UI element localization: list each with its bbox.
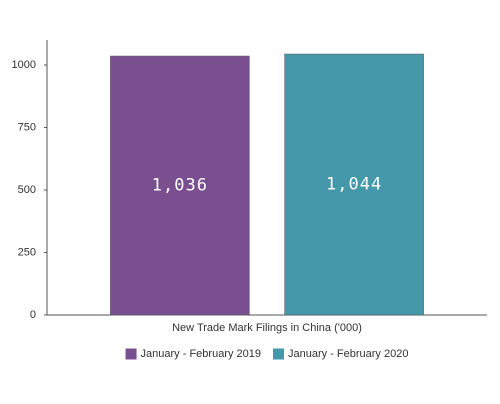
legend-swatch (125, 348, 137, 360)
legend-label: January - February 2019 (141, 348, 261, 360)
value-label: 1,044 (326, 175, 382, 195)
x-tick-label: New Trade Mark Filings in China ('000) (172, 322, 362, 334)
bar (284, 53, 424, 316)
y-tick-label: 0 (30, 309, 36, 321)
value-label: 1,036 (152, 176, 208, 196)
legend-item[interactable]: January - February 2020 (273, 348, 408, 360)
y-tick-label: 250 (18, 246, 36, 258)
bar (110, 55, 250, 316)
legend-label: January - February 2020 (288, 348, 408, 360)
legend-swatch (273, 348, 284, 360)
y-tick-label: 500 (18, 184, 36, 196)
y-tick-label: 750 (18, 121, 36, 133)
legend-item[interactable]: January - February 2019 (125, 348, 261, 360)
y-tick-label: 1000 (12, 59, 36, 71)
